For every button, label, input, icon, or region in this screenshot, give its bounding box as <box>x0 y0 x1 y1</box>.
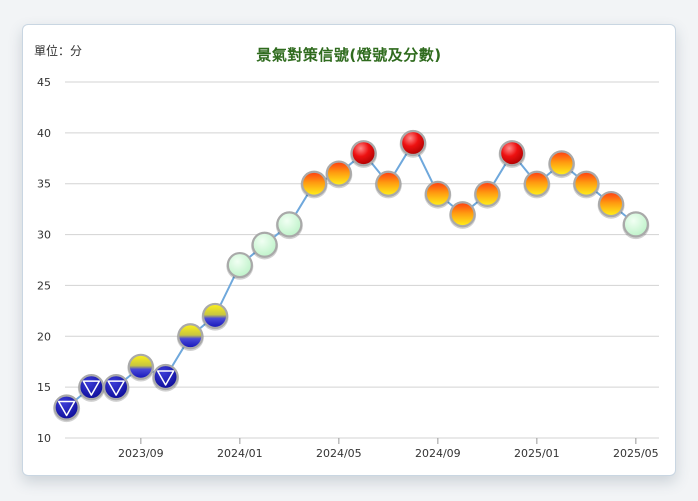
marker-disc <box>226 251 253 279</box>
signal-marker-red <box>498 140 526 168</box>
down-triangle-icon <box>156 370 175 386</box>
signal-marker-yellow-blue <box>127 353 155 382</box>
marker-disc <box>276 211 303 238</box>
signal-marker-yellow-red <box>473 180 501 209</box>
marker-disc <box>424 180 451 207</box>
signal-marker-green <box>622 211 650 240</box>
marker-disc <box>449 201 476 228</box>
marker-disc <box>499 140 526 167</box>
unit-label: 單位：分 <box>34 44 83 58</box>
marker-disc <box>474 180 501 207</box>
marker-disc <box>400 129 427 157</box>
marker-disc <box>127 353 154 380</box>
y-tick-label: 45 <box>37 76 51 89</box>
marker-disc <box>375 170 402 197</box>
marker-disc <box>622 211 649 238</box>
down-triangle-icon <box>82 380 101 396</box>
signal-marker-yellow-red <box>523 170 551 199</box>
signal-marker-green <box>226 251 254 280</box>
x-tick-label: 2024/01 <box>217 447 263 460</box>
signal-marker-yellow-red <box>374 170 402 199</box>
signal-marker-yellow-blue <box>201 302 229 331</box>
marker-disc <box>573 170 600 197</box>
y-tick-label: 40 <box>37 127 51 140</box>
marker-disc <box>548 150 575 177</box>
signal-marker-blue <box>53 394 81 423</box>
y-tick-label: 35 <box>37 178 51 191</box>
signal-chart: 10 15 20 25 30 35 40 45 2023/09 2024/01 2024/05 202… <box>37 76 659 460</box>
x-tick-label: 2025/01 <box>514 447 560 460</box>
signal-marker-blue <box>152 363 180 392</box>
marker-disc <box>523 170 550 197</box>
signal-marker-yellow-red <box>424 180 452 209</box>
signal-marker-red <box>399 129 427 158</box>
y-tick-label: 15 <box>37 381 51 394</box>
x-tick-label: 2024/09 <box>415 447 461 460</box>
marker-disc <box>202 302 229 330</box>
signal-marker-yellow-red <box>449 201 477 229</box>
signal-marker-yellow-blue <box>176 323 204 351</box>
signal-marker-yellow-red <box>300 170 328 199</box>
y-tick-label: 30 <box>37 229 51 242</box>
marker-disc <box>325 160 352 187</box>
marker-disc <box>177 323 204 350</box>
signal-marker-red <box>350 140 378 168</box>
signal-marker-yellow-red <box>572 170 600 199</box>
signal-marker-yellow-red <box>597 190 625 219</box>
down-triangle-icon <box>107 380 125 396</box>
marker-disc <box>251 231 278 258</box>
x-tick-label: 2023/09 <box>118 447 164 460</box>
y-tick-label: 20 <box>37 330 51 343</box>
y-tick-label: 10 <box>37 432 51 445</box>
marker-disc <box>350 140 377 167</box>
signal-marker-yellow-red <box>548 150 576 179</box>
signal-marker-blue <box>77 374 105 402</box>
down-triangle-icon <box>57 400 76 417</box>
marker-disc <box>301 170 328 197</box>
x-tick-label: 2024/05 <box>316 447 362 460</box>
chart-card: 單位：分 景氣對策信號(燈號及分數) <box>22 24 676 476</box>
chart-title: 景氣對策信號(燈號及分數) <box>256 46 442 64</box>
signal-marker-green <box>275 211 303 240</box>
signal-marker-blue <box>102 374 130 402</box>
signal-marker-green <box>251 231 279 260</box>
x-tick-label: 2025/05 <box>613 447 659 460</box>
y-tick-label: 25 <box>37 279 51 292</box>
signal-marker-yellow-red <box>325 160 353 189</box>
marker-disc <box>597 190 625 218</box>
